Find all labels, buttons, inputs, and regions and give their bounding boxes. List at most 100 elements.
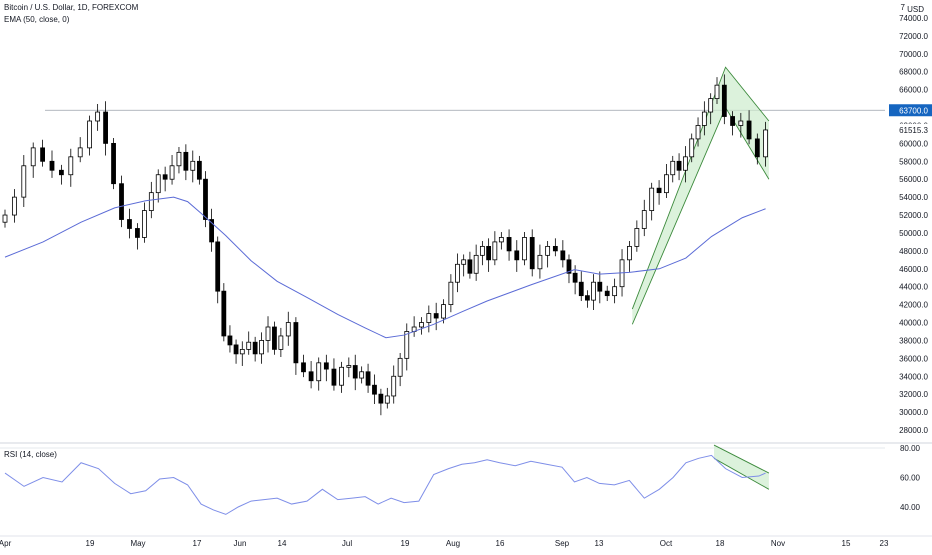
candle-up <box>30 147 36 167</box>
candle-down <box>209 219 215 243</box>
price-tick-label: 74000.0 <box>899 14 928 23</box>
candle-up <box>239 348 245 355</box>
time-tick-label: 19 <box>86 539 95 548</box>
time-tick-label: Apr <box>0 539 12 548</box>
candle-up <box>316 362 322 382</box>
candle-up <box>21 165 27 198</box>
rsi-legend[interactable]: RSI (14, close) <box>4 450 57 459</box>
candle-up <box>95 111 101 122</box>
symbol-title[interactable]: Bitcoin / U.S. Dollar, 1D, FOREXCOM <box>4 3 139 12</box>
candle-down <box>183 151 189 171</box>
candle-down <box>746 120 752 140</box>
price-tick-label: 58000.0 <box>899 157 928 166</box>
time-tick-label: Aug <box>446 539 460 548</box>
time-tick-label: 13 <box>595 539 604 548</box>
level-badge <box>889 104 932 117</box>
candle-up <box>701 111 707 126</box>
candle-up <box>339 366 344 386</box>
candle-up <box>461 259 467 265</box>
price-tick-label: 68000.0 <box>899 68 928 77</box>
time-tick-label: 15 <box>842 539 851 548</box>
candle-up <box>404 331 410 359</box>
candle-up <box>682 156 688 171</box>
candle-down <box>162 174 168 180</box>
candle-down <box>506 237 512 252</box>
candle-down <box>221 290 227 337</box>
time-tick-label: 17 <box>193 539 202 548</box>
candle-down <box>40 147 45 162</box>
candle-up <box>346 365 352 368</box>
candle-up <box>68 156 74 176</box>
candle-down <box>135 228 140 238</box>
candle-down <box>111 142 116 185</box>
time-tick-label: 14 <box>278 539 287 548</box>
candle-down <box>514 250 520 261</box>
candle-down <box>58 169 64 176</box>
candle-down <box>119 183 124 220</box>
candle-down <box>572 272 578 283</box>
candle-down <box>433 313 439 319</box>
candle-up <box>763 129 768 158</box>
candle-down <box>196 160 202 180</box>
candle-up <box>176 151 182 167</box>
candle-down <box>301 362 306 373</box>
candle-up <box>664 174 669 194</box>
candle-down <box>331 368 337 386</box>
candle-up <box>492 241 498 261</box>
candle-up <box>708 98 714 113</box>
price-channel-upper <box>631 66 770 310</box>
candle-up <box>155 174 161 194</box>
candle-down <box>467 259 473 274</box>
candle-up <box>738 120 744 126</box>
candle-down <box>552 245 558 252</box>
candle-up <box>265 326 271 341</box>
candle-up <box>641 210 647 229</box>
price-tick-label: 7 <box>901 3 906 12</box>
candle-down <box>352 365 358 379</box>
price-tick-label: 38000.0 <box>899 336 928 345</box>
candle-up <box>426 313 432 323</box>
time-tick-label: Jul <box>342 539 352 548</box>
price-tick-label: 70000.0 <box>899 50 928 59</box>
candle-down <box>604 290 610 297</box>
candle-down <box>103 111 108 144</box>
candle-down <box>252 341 258 355</box>
time-tick-label: Nov <box>771 539 785 548</box>
price-tick-label: 40000.0 <box>899 319 928 328</box>
price-tick-label: 30000.0 <box>899 408 928 417</box>
candle-down <box>721 84 727 117</box>
candle-down <box>215 241 221 292</box>
time-tick-label: Jun <box>234 539 247 548</box>
candle-up <box>397 357 403 377</box>
candle-up <box>169 165 175 180</box>
candle-up <box>441 304 446 319</box>
candle-down <box>233 344 239 355</box>
price-tick-label: 72000.0 <box>899 32 928 41</box>
candle-down <box>730 116 735 126</box>
rsi-channel-lower <box>713 457 770 490</box>
candle-up <box>537 254 543 270</box>
rsi-channel-upper <box>713 444 770 474</box>
price-tick-label: 66000.0 <box>899 86 928 95</box>
candle-up <box>148 192 154 211</box>
candle-down <box>227 335 233 346</box>
price-tick-label: 54000.0 <box>899 193 928 202</box>
candle-up <box>278 335 284 350</box>
candle-down <box>308 371 314 382</box>
candle-up <box>142 210 147 238</box>
candle-up <box>190 160 196 171</box>
last-price-badge <box>890 123 932 136</box>
candle-down <box>378 393 384 404</box>
candle-down <box>597 281 603 292</box>
price-tick-label: 50000.0 <box>899 229 928 238</box>
price-tick-label: 60000.0 <box>899 139 928 148</box>
candle-up <box>285 322 291 337</box>
candle-down <box>584 295 590 301</box>
rsi-tick-label: 40.00 <box>900 503 921 512</box>
currency-label: USD <box>907 5 924 14</box>
ema-legend[interactable]: EMA (50, close, 0) <box>4 15 70 24</box>
candle-down <box>676 160 682 171</box>
candle-down <box>372 384 377 395</box>
